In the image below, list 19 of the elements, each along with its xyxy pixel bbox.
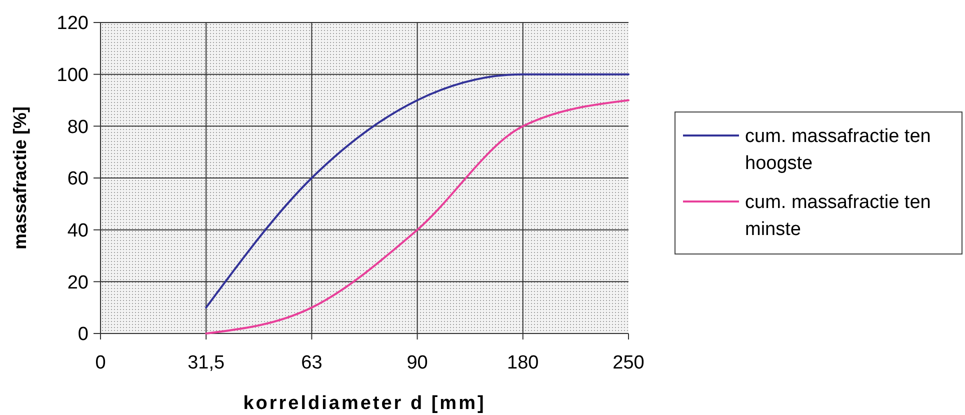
y-tick-label: 40 (67, 220, 88, 242)
y-tick-label: 0 (78, 324, 88, 346)
x-axis-title: korreldiameter d [mm] (243, 393, 486, 414)
x-tick-label: 180 (507, 352, 539, 374)
y-tick-label: 100 (56, 64, 88, 86)
x-tick-label: 0 (95, 352, 106, 374)
y-tick-label: 20 (67, 272, 88, 294)
x-tick-label: 90 (406, 352, 428, 374)
line-series (205, 99, 630, 334)
x-tick-label: 63 (301, 352, 322, 374)
y-tick-label: 80 (67, 116, 88, 138)
legend-label: cum. massafractie ten hoogste (745, 126, 931, 174)
x-tick-label: 31,5 (188, 352, 225, 374)
y-tick-label: 60 (67, 168, 88, 190)
line-series (205, 73, 630, 309)
y-tick-label: 120 (56, 13, 88, 34)
y-axis-title: massafractie [%] (10, 106, 30, 250)
x-tick-label: 250 (612, 352, 644, 374)
legend-label: cum. massafractie ten minste (745, 192, 931, 240)
